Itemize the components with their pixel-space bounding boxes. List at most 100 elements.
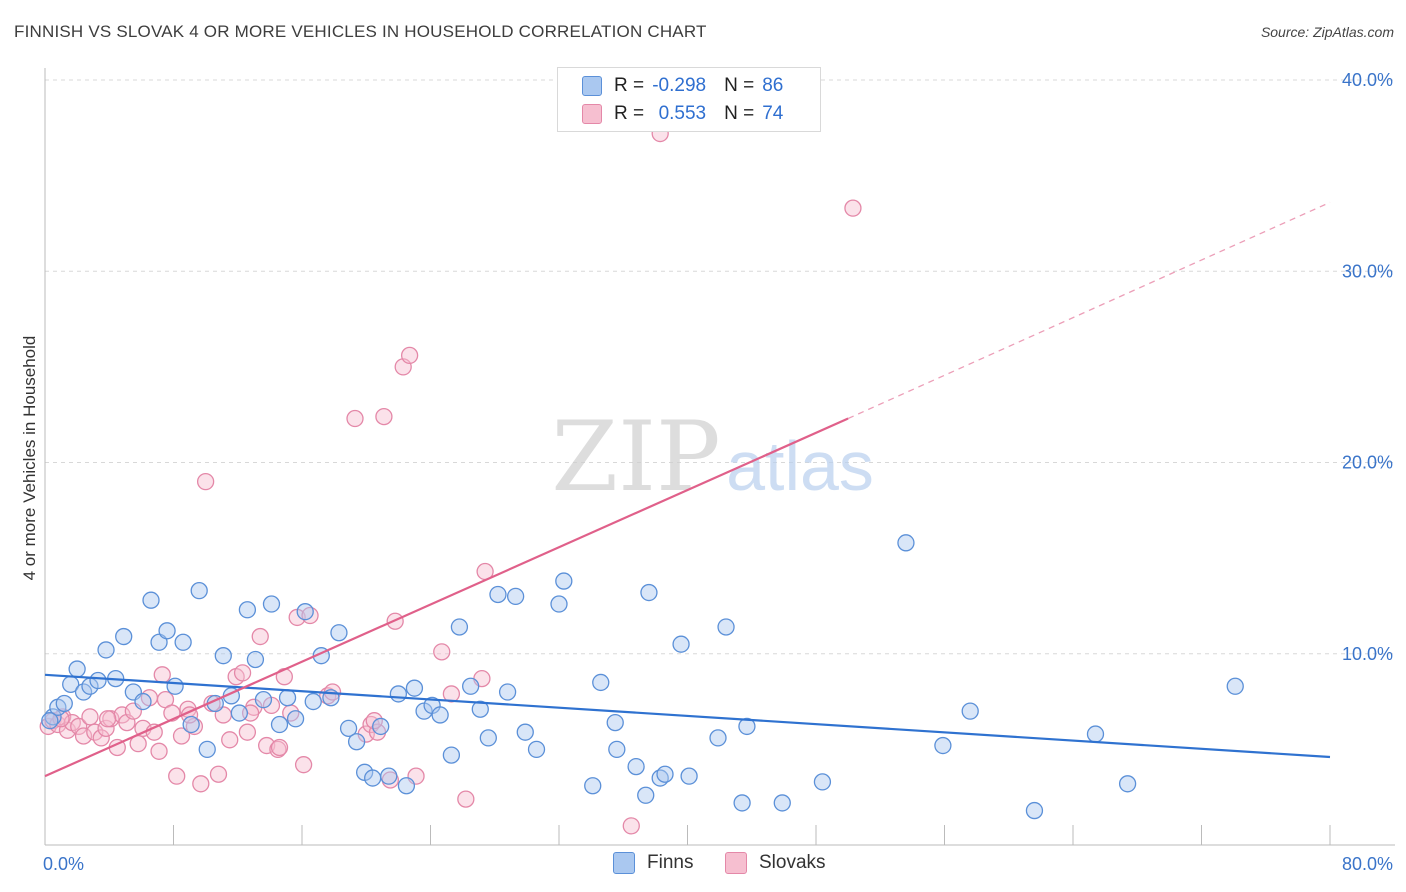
- point-slovaks: [346, 409, 364, 428]
- point-slovaks: [442, 685, 461, 703]
- point-finns: [296, 603, 314, 621]
- point-finns: [584, 777, 602, 795]
- legend-item-finns: Finns: [613, 852, 693, 874]
- point-finns: [380, 767, 398, 785]
- point-slovaks: [375, 407, 393, 426]
- point-finns: [372, 717, 390, 736]
- point-finns: [254, 691, 273, 709]
- point-finns: [347, 733, 366, 751]
- point-finns: [431, 706, 449, 724]
- y-tick-label: 10.0%: [1342, 644, 1393, 664]
- point-slovaks: [457, 790, 475, 808]
- point-slovaks: [221, 731, 239, 749]
- point-finns: [190, 581, 208, 600]
- y-tick-label: 40.0%: [1342, 70, 1393, 90]
- legend-label-slovaks: Slovaks: [759, 852, 826, 873]
- point-finns: [608, 740, 626, 759]
- legend-label-finns: Finns: [647, 852, 694, 873]
- point-finns: [471, 700, 489, 718]
- point-finns: [1086, 725, 1105, 743]
- point-finns: [134, 692, 152, 711]
- legend-row-slovaks: R = 0.553 N = 74: [582, 100, 783, 128]
- point-finns: [330, 624, 348, 642]
- trend-line-slovaks-extension: [847, 201, 1331, 420]
- point-finns: [270, 715, 289, 734]
- point-slovaks: [844, 199, 862, 217]
- point-slovaks: [153, 666, 171, 684]
- point-finns: [397, 777, 416, 795]
- point-finns: [462, 677, 480, 695]
- legend-swatch-slovaks: [725, 852, 747, 874]
- series-legend: Finns Slovaks: [0, 852, 1406, 876]
- trend-line-finns: [44, 673, 1331, 759]
- point-slovaks: [258, 736, 276, 755]
- point-slovaks: [196, 472, 215, 491]
- point-slovaks: [98, 710, 117, 728]
- point-slovaks: [70, 717, 88, 736]
- point-finns: [637, 786, 655, 804]
- point-slovaks: [294, 756, 313, 774]
- point-finns: [627, 757, 645, 776]
- point-finns: [738, 717, 756, 736]
- point-slovaks: [81, 708, 99, 726]
- legend-r-value: 0.553: [658, 103, 707, 124]
- y-tick-label: 20.0%: [1342, 453, 1393, 473]
- point-finns: [115, 627, 133, 646]
- legend-swatch-finns: [613, 852, 635, 874]
- legend-swatch-slovaks: [582, 104, 602, 124]
- watermark: ZIP atlas: [551, 401, 874, 513]
- point-slovaks: [150, 742, 168, 760]
- legend-n-label: N =: [724, 75, 755, 96]
- watermark-zip: ZIP: [551, 401, 720, 513]
- point-finns: [166, 677, 184, 695]
- point-finns: [364, 769, 382, 787]
- point-finns: [733, 794, 751, 812]
- y-tick-label: 30.0%: [1342, 261, 1393, 281]
- point-slovaks: [192, 775, 210, 793]
- point-finns: [304, 692, 322, 711]
- point-slovaks: [622, 817, 640, 835]
- trend-line-slovaks: [44, 417, 849, 778]
- point-finns: [555, 572, 573, 590]
- point-finns: [41, 712, 59, 730]
- chart-title: FINNISH VS SLOVAK 4 OR MORE VEHICLES IN …: [14, 22, 707, 41]
- point-finns: [592, 673, 610, 692]
- legend-swatch-finns: [582, 76, 602, 96]
- point-finns: [262, 595, 281, 613]
- point-finns: [934, 736, 952, 755]
- point-finns: [198, 740, 216, 759]
- point-finns: [489, 585, 507, 604]
- point-slovaks: [238, 723, 257, 741]
- x-tick-label: 80.0%: [1342, 854, 1393, 874]
- point-finns: [527, 740, 546, 759]
- point-slovaks: [251, 627, 269, 646]
- point-slovaks: [168, 767, 186, 785]
- point-slovaks: [92, 729, 110, 747]
- point-finns: [339, 719, 358, 737]
- point-finns: [142, 591, 160, 609]
- tick-labels: 10.0% 20.0% 30.0% 40.0% 0.0% 80.0%: [43, 70, 1393, 874]
- point-slovaks: [270, 738, 289, 757]
- point-finns: [813, 773, 832, 791]
- point-finns: [405, 679, 424, 697]
- point-finns: [389, 685, 408, 703]
- legend-r-label: R =: [614, 75, 645, 96]
- point-finns: [278, 689, 297, 707]
- point-finns: [550, 595, 568, 613]
- point-finns: [158, 622, 176, 640]
- point-finns: [1025, 801, 1044, 820]
- point-slovaks: [433, 643, 451, 661]
- point-finns: [961, 702, 979, 720]
- point-finns: [717, 618, 735, 636]
- legend-r-label: R =: [614, 103, 645, 124]
- legend-n-value: 86: [762, 75, 784, 96]
- point-finns: [55, 694, 73, 713]
- point-slovaks: [172, 727, 191, 745]
- point-finns: [246, 650, 265, 669]
- point-slovaks: [233, 664, 252, 682]
- point-finns: [680, 767, 698, 785]
- source-credit: Source: ZipAtlas.com: [1260, 24, 1394, 40]
- legend-row-finns: R = -0.298 N = 86: [582, 72, 783, 100]
- series-slovaks: [39, 124, 862, 835]
- point-finns: [68, 660, 86, 678]
